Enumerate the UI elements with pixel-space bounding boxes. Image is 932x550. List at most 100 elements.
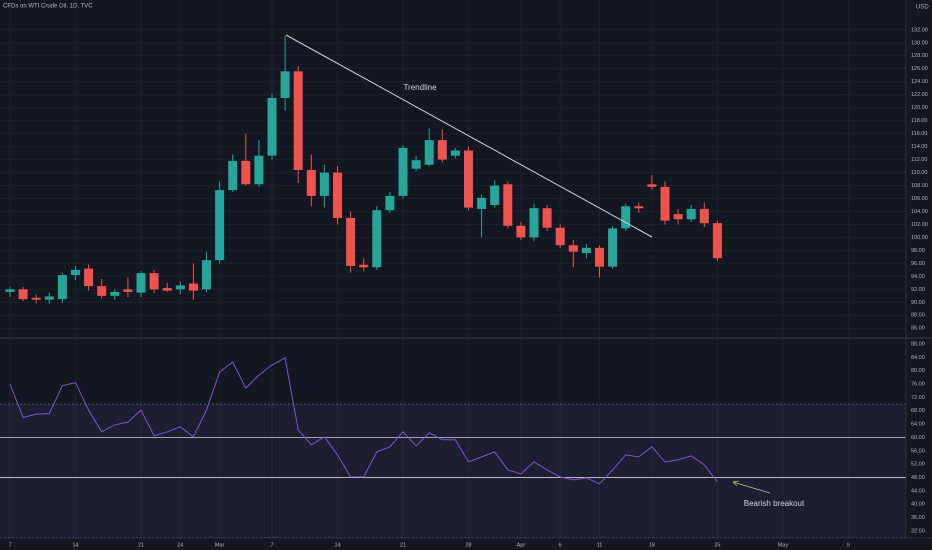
x-tick-label: 18 xyxy=(649,542,655,548)
candle-body xyxy=(293,71,303,170)
y-tick-label: 124.00 xyxy=(911,79,928,85)
arrow-head xyxy=(732,480,740,487)
y-tick-label: 92.00 xyxy=(911,287,925,293)
candle-body xyxy=(254,155,264,185)
x-tick-label: 14 xyxy=(72,542,78,548)
y-tick-label: 130.00 xyxy=(911,40,928,46)
candle-body xyxy=(712,223,722,259)
y-tick-label: 64.00 xyxy=(911,422,925,428)
y-tick-label: 76.00 xyxy=(911,382,925,388)
candle-body xyxy=(516,225,526,238)
candle-body xyxy=(123,289,133,292)
candle-body xyxy=(215,190,225,261)
candle-body xyxy=(188,283,198,291)
candle-body xyxy=(228,160,238,191)
candle-body xyxy=(175,285,185,290)
candle-body xyxy=(372,210,382,268)
candle-body xyxy=(634,206,644,209)
y-tick-label: 72.00 xyxy=(911,395,925,401)
y-tick-label: 88.00 xyxy=(911,341,925,347)
candle-body xyxy=(162,288,172,291)
candle-body xyxy=(490,185,500,206)
candle-body xyxy=(398,147,408,196)
y-tick-label: 88.00 xyxy=(911,313,925,319)
y-tick-label: 52.00 xyxy=(911,462,925,468)
x-tick-label: May xyxy=(778,542,789,548)
y-tick-label: 132.00 xyxy=(911,27,928,33)
candle-body xyxy=(660,186,670,221)
y-tick-label: 126.00 xyxy=(911,66,928,72)
candle-body xyxy=(595,247,604,267)
candle-body xyxy=(385,195,395,211)
rsi-band xyxy=(0,404,906,538)
candle-body xyxy=(149,273,159,290)
y-tick-label: 112.00 xyxy=(911,157,927,163)
y-tick-label: 100.00 xyxy=(911,235,928,241)
candle-body xyxy=(411,160,421,169)
y-tick-label: 86.00 xyxy=(911,326,925,332)
y-tick-label: 68.00 xyxy=(911,408,925,414)
candle-body xyxy=(581,247,591,254)
candle-body xyxy=(319,172,329,196)
candle-body xyxy=(71,269,80,276)
y-tick-label: 114.00 xyxy=(911,144,927,150)
y-tick-label: 44.00 xyxy=(911,488,925,494)
x-tick-label: 21 xyxy=(138,542,144,548)
y-tick-label: 56.00 xyxy=(911,448,925,454)
candle-body xyxy=(673,214,683,220)
y-tick-label: 102.00 xyxy=(911,222,928,228)
x-tick-label: Mar xyxy=(215,542,225,548)
candle-body xyxy=(44,296,54,300)
candle-body xyxy=(464,150,473,208)
x-tick-label: 11 xyxy=(597,542,603,548)
candle-body xyxy=(450,150,460,156)
y-tick-label: 98.00 xyxy=(911,248,925,254)
x-tick-label: 6 xyxy=(559,542,562,548)
candle-body xyxy=(437,140,447,160)
candle-body xyxy=(97,286,107,296)
candle-body xyxy=(57,275,67,300)
y-tick-label: 108.00 xyxy=(911,183,928,189)
breakout-label: Bearish breakout xyxy=(744,499,805,508)
y-tick-label: 40.00 xyxy=(911,502,925,508)
y-tick-label: 110.00 xyxy=(911,170,927,176)
candle-body xyxy=(110,291,120,296)
y-tick-label: 84.00 xyxy=(911,355,925,361)
back-layer xyxy=(0,403,906,539)
x-tick-label: 21 xyxy=(400,542,406,548)
y-tick-label: 94.00 xyxy=(911,274,925,280)
y-tick-label: 116.00 xyxy=(911,131,927,137)
trendline-label: Trendline xyxy=(403,83,437,92)
y-tick-label: 104.00 xyxy=(911,209,928,215)
candle-body xyxy=(621,206,631,229)
x-tick-label: 14 xyxy=(334,542,340,548)
candle-body xyxy=(280,71,290,98)
candle-body xyxy=(424,140,434,165)
y-tick-label: 36.00 xyxy=(911,515,925,521)
y-tick-label: 96.00 xyxy=(911,261,925,267)
y-tick-label: 90.00 xyxy=(911,300,925,306)
candle-body xyxy=(5,289,15,292)
y-tick-label: 80.00 xyxy=(911,368,925,374)
x-tick-label: 9 xyxy=(847,542,850,548)
trendline xyxy=(285,34,653,238)
candle-body xyxy=(647,184,657,187)
candle-body xyxy=(306,169,316,196)
annotation-arrow xyxy=(732,481,771,494)
candle-body xyxy=(202,260,211,290)
candle-body xyxy=(31,297,41,300)
candle-body xyxy=(608,228,618,267)
marks-layer xyxy=(0,35,906,485)
candle-body xyxy=(503,184,513,226)
y-tick-label: 120.00 xyxy=(911,105,928,111)
y-tick-label: 122.00 xyxy=(911,92,928,98)
candle-body xyxy=(136,273,146,293)
chart-title: CFDs on WTI Crude Oil, 1D, TVC xyxy=(3,4,93,10)
y-tick-label: 118.00 xyxy=(911,118,927,124)
candle-body xyxy=(267,97,277,156)
x-tick-label: 25 xyxy=(714,542,720,548)
rsi-line xyxy=(9,357,718,485)
candle-body xyxy=(333,172,342,218)
y-tick-label: 60.00 xyxy=(911,435,925,441)
